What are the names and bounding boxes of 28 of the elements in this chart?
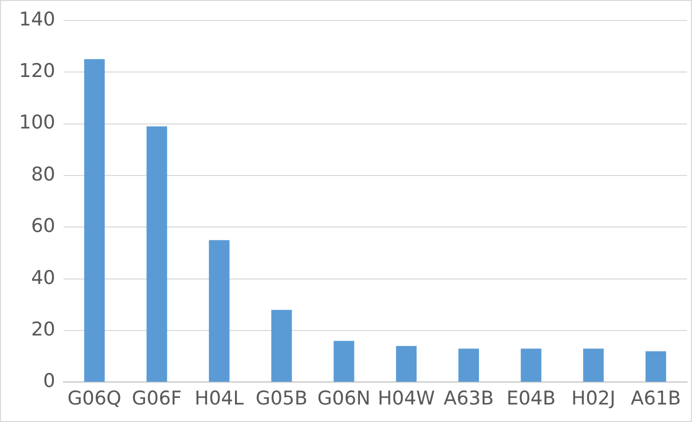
x-tick-label: G06Q <box>68 388 122 410</box>
y-tick-label: 0 <box>43 370 56 392</box>
x-tick-label: G06F <box>132 388 182 410</box>
y-tick-label: 40 <box>31 266 56 289</box>
bar <box>583 348 604 382</box>
x-tick-label: A63B <box>444 388 494 410</box>
bar <box>146 126 168 382</box>
x-tick-label: A61B <box>630 388 681 410</box>
x-tick-label: G05B <box>256 388 308 410</box>
x-tick-label: H02J <box>571 388 616 410</box>
y-tick-label: 80 <box>31 163 56 186</box>
bar <box>271 310 292 382</box>
y-tick-label: 140 <box>19 8 56 30</box>
bar <box>520 348 542 382</box>
y-tick-label: 120 <box>19 60 56 82</box>
bar <box>334 340 354 382</box>
bar <box>458 348 479 382</box>
y-tick-label: 20 <box>31 318 56 340</box>
x-tick-label: G06N <box>317 388 371 410</box>
bar <box>396 346 417 382</box>
x-tick-label: H04W <box>378 388 436 410</box>
bar <box>84 59 105 382</box>
y-tick-label: 60 <box>31 215 56 238</box>
bar <box>646 351 666 382</box>
x-tick-label: H04L <box>194 388 244 410</box>
x-tick-label: E04B <box>506 388 556 410</box>
y-tick-label: 100 <box>19 112 56 134</box>
bar <box>208 240 230 382</box>
